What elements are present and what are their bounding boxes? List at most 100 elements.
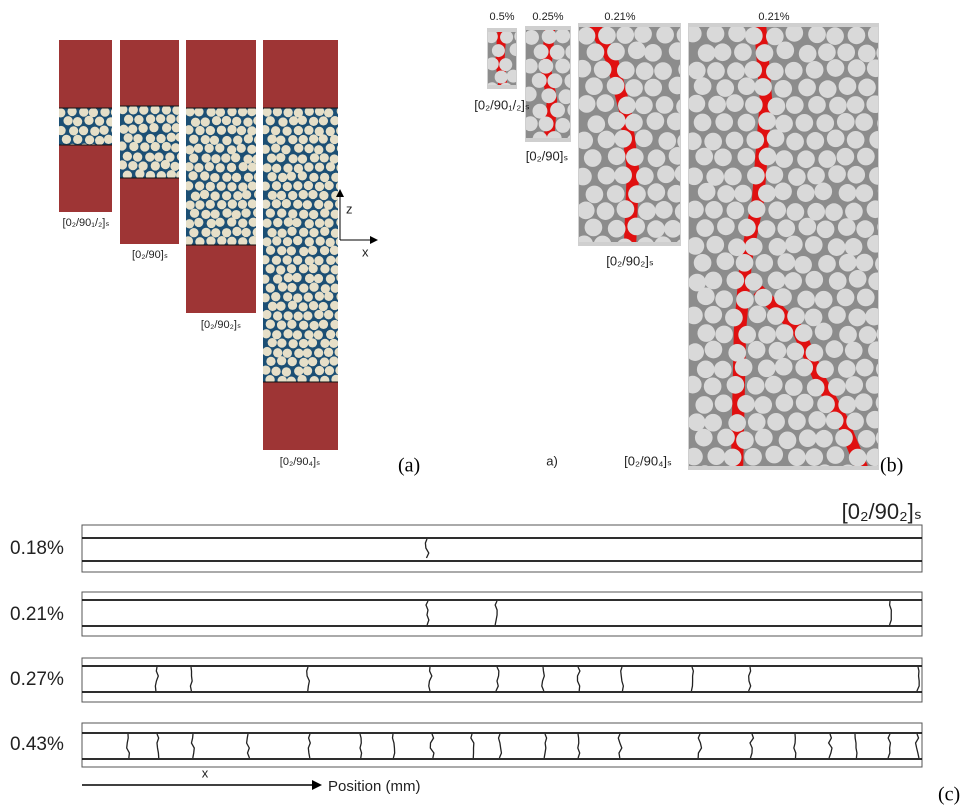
fiber xyxy=(868,341,886,359)
fiber xyxy=(288,357,297,366)
fiber xyxy=(118,160,127,169)
fiber xyxy=(56,108,65,117)
fiber xyxy=(73,117,82,126)
fiber xyxy=(315,292,324,301)
fiber xyxy=(818,150,836,168)
fiber xyxy=(299,228,308,237)
fiber xyxy=(272,181,281,190)
crack xyxy=(430,734,434,758)
fiber xyxy=(217,182,226,191)
fiber xyxy=(827,446,845,464)
fiber xyxy=(766,166,784,184)
fiber xyxy=(289,116,298,125)
fiber xyxy=(845,238,863,256)
fiber xyxy=(315,218,324,227)
fiber xyxy=(283,237,292,246)
fiber xyxy=(805,271,823,289)
fiber xyxy=(597,202,615,220)
fiber xyxy=(534,44,549,59)
crack xyxy=(829,734,832,758)
fiber xyxy=(283,292,292,301)
fiber xyxy=(232,173,241,182)
fiber xyxy=(655,201,673,219)
fiber xyxy=(775,358,793,376)
fiber xyxy=(330,320,339,329)
fiber xyxy=(233,191,242,200)
fiber xyxy=(253,116,262,125)
fiber xyxy=(635,130,653,148)
fiber xyxy=(200,171,209,180)
fiber xyxy=(242,190,251,199)
fiber xyxy=(232,227,241,236)
fiber xyxy=(277,191,286,200)
fiber xyxy=(216,108,225,117)
fiber xyxy=(294,126,303,135)
fiber xyxy=(878,149,896,167)
fiber xyxy=(262,329,271,338)
crack xyxy=(495,601,497,625)
panel-label: (a) xyxy=(398,455,420,477)
fiber xyxy=(271,367,280,376)
fiber xyxy=(795,324,813,342)
arrow-head xyxy=(312,780,322,790)
fiber xyxy=(807,203,825,221)
fiber xyxy=(685,167,703,185)
laminate-label: [0₂/90₂]ₛ xyxy=(606,253,654,268)
fiber-region xyxy=(260,106,346,385)
fiber xyxy=(188,171,197,180)
fiber xyxy=(123,152,132,161)
fiber xyxy=(819,80,837,98)
fiber xyxy=(837,113,855,131)
fiber xyxy=(559,89,574,104)
fiber xyxy=(767,413,785,431)
fiber xyxy=(303,348,312,357)
crack xyxy=(471,734,474,758)
fiber xyxy=(189,135,198,144)
fiber xyxy=(336,273,345,282)
fiber xyxy=(278,173,287,182)
fiber xyxy=(273,311,282,320)
fiber xyxy=(227,217,236,226)
fiber xyxy=(248,162,257,171)
fiber xyxy=(314,310,323,319)
fiber xyxy=(758,220,776,238)
fiber xyxy=(774,183,792,201)
fiber xyxy=(616,26,634,44)
fiber xyxy=(555,118,570,133)
fiber xyxy=(828,378,846,396)
crack xyxy=(698,734,701,758)
fiber xyxy=(260,125,269,134)
fiber xyxy=(294,349,303,358)
fiber xyxy=(184,236,193,245)
fiber xyxy=(326,162,335,171)
fiber xyxy=(319,302,328,311)
fiber xyxy=(221,153,230,162)
fiber xyxy=(315,162,324,171)
fiber xyxy=(634,25,652,43)
fiber xyxy=(747,167,765,185)
fiber xyxy=(244,173,253,182)
fiber xyxy=(298,171,307,180)
fiber xyxy=(647,112,665,130)
fiber xyxy=(748,200,766,218)
fiber xyxy=(271,292,280,301)
fiber xyxy=(262,310,271,319)
fiber xyxy=(747,377,765,395)
fiber xyxy=(319,191,328,200)
fiber xyxy=(90,127,99,136)
fiber xyxy=(334,311,343,320)
fiber xyxy=(320,246,329,255)
fiber xyxy=(669,77,687,95)
fiber xyxy=(806,61,824,79)
panel-label: (b) xyxy=(880,455,903,477)
fiber xyxy=(716,79,734,97)
fiber xyxy=(326,143,335,152)
fiber xyxy=(184,162,193,171)
fiber xyxy=(146,114,155,123)
fiber xyxy=(267,172,276,181)
fiber xyxy=(715,290,733,308)
laminate-label: [0₂/90₂]ₛ xyxy=(201,319,241,331)
fiber xyxy=(754,396,772,414)
fiber xyxy=(177,152,186,161)
fiber xyxy=(242,228,251,237)
